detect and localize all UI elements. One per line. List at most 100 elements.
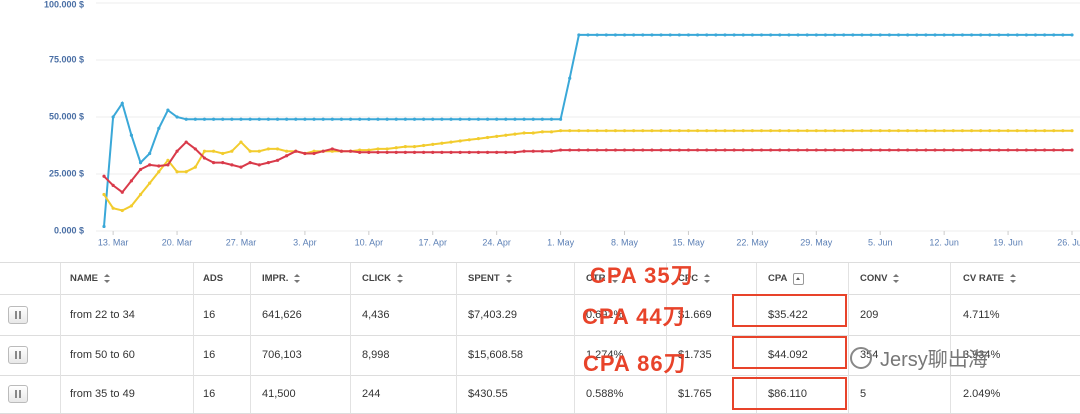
data-point	[549, 149, 554, 153]
data-point	[394, 150, 398, 154]
column-separator	[250, 294, 251, 335]
cell-text: from 50 to 60	[70, 349, 135, 361]
data-point	[1033, 148, 1038, 152]
data-point	[157, 164, 161, 168]
data-point	[495, 134, 499, 138]
table-cell: $1.735	[678, 335, 712, 375]
data-point	[257, 117, 261, 121]
column-separator	[456, 335, 457, 375]
data-point	[1024, 129, 1028, 133]
data-point	[759, 129, 764, 133]
column-separator	[574, 335, 575, 375]
column-separator	[756, 263, 757, 294]
column-header[interactable]: IMPR.	[262, 263, 301, 294]
column-separator	[250, 375, 251, 413]
data-point	[577, 148, 581, 152]
sort-icon[interactable]	[893, 274, 900, 283]
table-cell: $1.669	[678, 294, 712, 335]
data-point	[540, 117, 544, 121]
data-point	[906, 129, 910, 133]
column-header[interactable]: CLICK	[362, 263, 404, 294]
data-point	[449, 117, 453, 121]
sort-icon[interactable]	[397, 274, 404, 283]
column-header[interactable]: SPENT	[468, 263, 512, 294]
data-point	[814, 33, 818, 37]
sort-icon[interactable]	[793, 272, 805, 285]
column-separator	[193, 375, 194, 413]
data-point	[869, 129, 873, 133]
data-point	[686, 33, 691, 37]
data-point	[1070, 148, 1074, 152]
data-point	[951, 33, 955, 37]
table-cell: 41,500	[262, 375, 296, 413]
column-header[interactable]: ADS	[203, 263, 223, 294]
data-point	[495, 117, 499, 121]
sort-icon[interactable]	[103, 274, 110, 283]
data-point	[367, 150, 371, 154]
data-point	[431, 150, 435, 154]
column-separator	[60, 375, 61, 413]
data-point	[942, 129, 946, 133]
column-header[interactable]: CPA	[768, 263, 805, 294]
column-header[interactable]: CTR	[586, 263, 618, 294]
pause-button[interactable]	[8, 385, 28, 403]
cell-text: IMPR.	[262, 273, 289, 284]
pause-button[interactable]	[8, 346, 28, 364]
data-point	[303, 151, 307, 156]
column-header[interactable]: CV RATE	[963, 263, 1016, 294]
data-point	[485, 135, 490, 140]
data-point	[431, 117, 435, 121]
data-point	[193, 117, 197, 121]
data-point	[257, 163, 261, 167]
x-tick-label: 15. May	[672, 237, 705, 247]
column-header[interactable]: NAME	[70, 263, 110, 294]
data-point	[1061, 148, 1065, 152]
data-point	[540, 130, 544, 134]
data-point	[1015, 33, 1019, 37]
data-point	[467, 138, 471, 142]
sort-icon[interactable]	[704, 274, 711, 283]
data-point	[358, 117, 362, 121]
table-cell: 16	[203, 375, 215, 413]
data-point	[568, 76, 572, 80]
column-separator	[193, 263, 194, 294]
data-point	[878, 148, 882, 152]
sort-icon[interactable]	[1010, 274, 1016, 283]
x-tick-label: 26. Jun	[1057, 237, 1080, 247]
data-point	[851, 129, 855, 133]
sort-icon[interactable]	[505, 274, 512, 283]
data-point	[102, 174, 106, 178]
pause-button[interactable]	[8, 305, 28, 324]
data-point	[129, 133, 133, 137]
data-point	[504, 133, 508, 137]
column-separator	[666, 375, 667, 413]
sort-icon[interactable]	[294, 274, 301, 283]
column-separator	[60, 335, 61, 375]
cell-text: $430.55	[468, 388, 508, 400]
column-separator	[574, 294, 575, 335]
column-header[interactable]: CPC	[678, 263, 711, 294]
cell-text: $7,403.29	[468, 308, 517, 321]
data-point	[166, 158, 170, 162]
data-point	[440, 117, 444, 121]
data-point	[559, 148, 563, 152]
chart: 0.000 $ 25.000 $ 50.000 $ 75.000 $ 100.000 $…	[44, 0, 1080, 247]
column-separator	[950, 263, 951, 294]
sort-icon[interactable]	[611, 274, 618, 283]
data-point	[887, 33, 891, 37]
data-point	[175, 170, 179, 174]
data-point	[842, 129, 846, 133]
data-point	[842, 33, 846, 37]
data-point	[239, 117, 243, 121]
table-cell: 209	[860, 294, 878, 335]
data-point	[230, 149, 234, 153]
column-separator	[950, 375, 951, 413]
data-point	[230, 117, 234, 121]
column-header[interactable]: CONV	[860, 263, 900, 294]
data-point	[960, 148, 965, 152]
data-point	[769, 129, 773, 133]
y-tick-label: 75.000 $	[49, 54, 84, 64]
data-point	[148, 181, 152, 185]
watermark: Jersy聊出海	[850, 343, 988, 372]
data-point	[193, 165, 197, 169]
